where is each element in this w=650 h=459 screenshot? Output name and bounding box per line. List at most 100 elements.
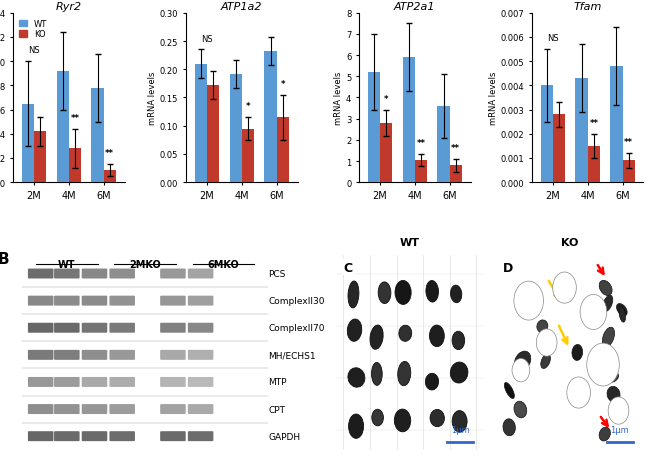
Text: B: B [0,252,9,267]
Text: PCS: PCS [268,269,285,279]
Ellipse shape [430,325,445,347]
Bar [207,86,219,183]
FancyBboxPatch shape [188,377,213,387]
Text: KO: KO [561,238,579,248]
Ellipse shape [572,345,582,361]
Ellipse shape [395,281,411,305]
FancyBboxPatch shape [28,269,53,279]
Bar [277,118,289,183]
Bar [34,132,46,183]
Circle shape [580,295,606,330]
Ellipse shape [372,409,383,426]
Bar [103,171,116,183]
Text: *: * [384,95,388,104]
FancyBboxPatch shape [82,377,107,387]
Bar [610,67,623,183]
FancyBboxPatch shape [82,404,107,414]
FancyBboxPatch shape [188,431,213,441]
Bar [92,89,103,183]
Text: **: ** [451,144,460,153]
Text: 1μm: 1μm [450,425,469,434]
Text: MTP: MTP [268,378,287,386]
Ellipse shape [347,319,362,341]
Ellipse shape [452,411,467,432]
Text: **: ** [624,138,633,147]
Ellipse shape [398,362,411,386]
FancyBboxPatch shape [82,350,107,360]
FancyBboxPatch shape [54,431,79,441]
Text: CPT: CPT [268,405,285,414]
Text: 2MKO: 2MKO [129,260,161,270]
Circle shape [514,281,543,320]
Ellipse shape [452,331,465,350]
Ellipse shape [514,401,526,418]
FancyBboxPatch shape [54,323,79,333]
Bar [402,58,415,183]
Y-axis label: mRNA levels: mRNA levels [148,72,157,125]
Text: **: ** [417,139,425,147]
Bar [195,64,207,183]
Text: D: D [503,261,514,274]
FancyBboxPatch shape [160,431,186,441]
Text: MH/ECHS1: MH/ECHS1 [268,351,316,359]
FancyBboxPatch shape [54,350,79,360]
FancyBboxPatch shape [188,323,213,333]
FancyBboxPatch shape [188,296,213,306]
Text: **: ** [590,119,598,128]
Ellipse shape [599,281,612,296]
FancyBboxPatch shape [82,431,107,441]
Ellipse shape [607,386,620,402]
Ellipse shape [399,325,411,341]
Legend: WT, KO: WT, KO [17,18,49,41]
Bar [588,146,600,183]
Ellipse shape [612,401,627,413]
Ellipse shape [617,304,627,316]
Y-axis label: mRNA levels: mRNA levels [334,72,343,125]
Bar [368,73,380,183]
Bar [69,149,81,183]
Circle shape [608,397,629,424]
FancyBboxPatch shape [28,323,53,333]
Text: ComplexII70: ComplexII70 [268,324,325,332]
Bar [57,72,69,183]
Text: ComplexII30: ComplexII30 [268,297,325,305]
FancyBboxPatch shape [188,404,213,414]
Bar [21,104,34,183]
FancyBboxPatch shape [160,296,186,306]
Bar [575,79,588,183]
Ellipse shape [603,296,613,312]
Ellipse shape [608,373,619,382]
Ellipse shape [426,281,439,302]
Ellipse shape [515,365,526,377]
FancyBboxPatch shape [160,404,186,414]
Ellipse shape [378,282,391,304]
Ellipse shape [537,320,548,333]
Ellipse shape [603,327,614,347]
Bar [553,115,565,183]
Ellipse shape [515,352,531,371]
Text: **: ** [70,114,79,123]
FancyBboxPatch shape [54,377,79,387]
Title: ATP2a1: ATP2a1 [394,2,436,11]
FancyBboxPatch shape [28,431,53,441]
Text: GAPDH: GAPDH [268,432,300,441]
Ellipse shape [596,367,608,382]
Ellipse shape [593,351,606,371]
Ellipse shape [503,419,515,436]
Text: WT: WT [400,238,420,248]
FancyBboxPatch shape [160,350,186,360]
Ellipse shape [372,363,382,386]
Bar [437,107,450,183]
Title: Tfam: Tfam [573,2,602,11]
Text: NS: NS [547,34,558,43]
FancyBboxPatch shape [109,296,135,306]
Text: **: ** [105,149,114,158]
FancyBboxPatch shape [109,377,135,387]
Bar [415,161,427,183]
Ellipse shape [450,362,468,383]
FancyBboxPatch shape [160,323,186,333]
Ellipse shape [619,307,625,322]
FancyBboxPatch shape [160,269,186,279]
FancyBboxPatch shape [28,296,53,306]
Bar [623,161,635,183]
